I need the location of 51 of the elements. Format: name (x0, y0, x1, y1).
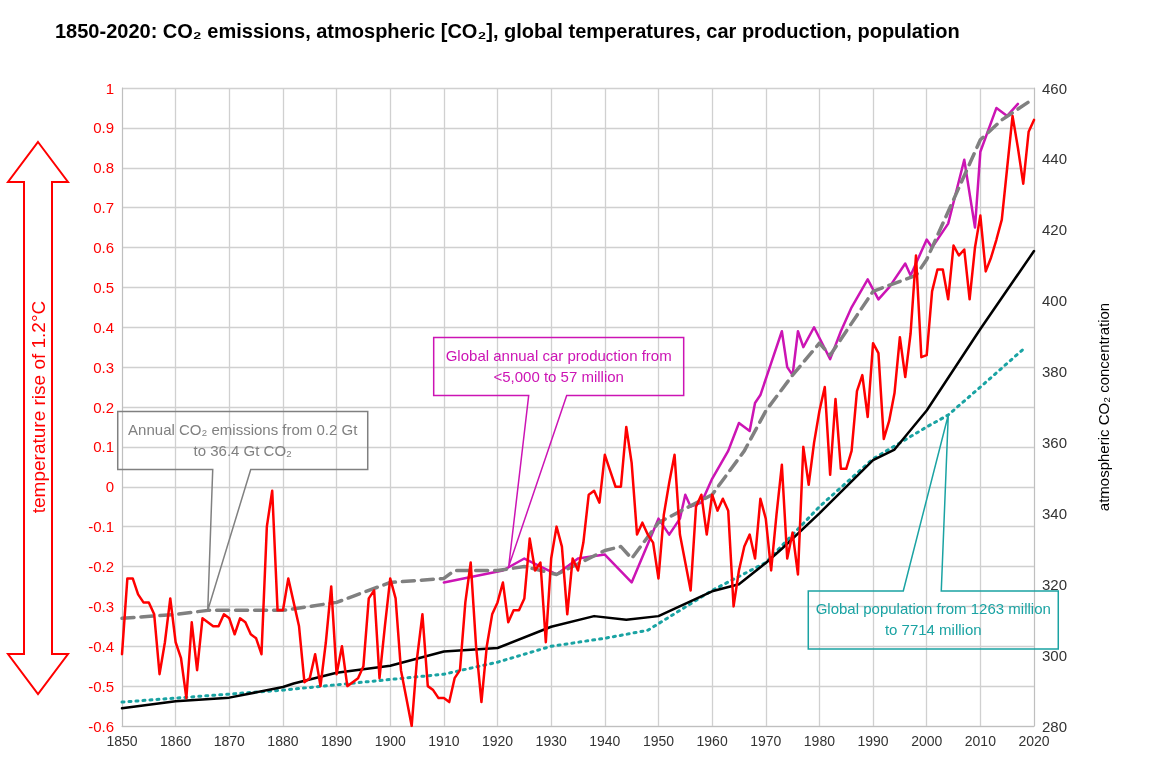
x-tick-label: 1860 (160, 733, 192, 749)
y-tick-label: 0.8 (93, 159, 114, 177)
y-tick-label: -0.5 (88, 677, 114, 695)
y2-tick-label: 300 (1042, 646, 1068, 664)
y-tick-label: 0.6 (93, 239, 114, 256)
x-tick-label: 1870 (213, 733, 246, 749)
y2-axis-title: atmospheric CO₂ concentration (1095, 302, 1112, 512)
x-tick-label: 1990 (857, 733, 889, 749)
y-tick-label: 0.3 (93, 358, 114, 376)
y2-tick-label: 340 (1042, 504, 1068, 522)
y2-tick-label: 360 (1042, 433, 1068, 451)
y-tick-label: 0.7 (93, 199, 114, 217)
annotation: Global annual car production from <5,000 to 57 million (444, 345, 673, 387)
x-tick-label: 1960 (696, 733, 728, 749)
y-tick-label: 0.4 (93, 318, 114, 336)
x-tick-label: 1900 (374, 733, 407, 749)
y-tick-label: -0.6 (88, 717, 114, 735)
y-tick-label: 0 (105, 478, 114, 496)
x-tick-label: 1880 (267, 733, 299, 749)
y2-tick-label: 420 (1042, 221, 1068, 239)
y-tick-label: 0.1 (93, 438, 114, 456)
chart-title: 1850-2020: CO₂ emissions, atmospheric [CO₂], global temperatures, car production, population (55, 20, 960, 42)
y2-tick-label: 440 (1042, 150, 1068, 168)
y2-tick-label: 400 (1042, 292, 1068, 310)
x-tick-label: 1970 (750, 733, 782, 749)
x-tick-label: 2010 (964, 733, 997, 749)
y-tick-label: -0.1 (88, 518, 114, 536)
y-tick-label: 0.9 (93, 119, 114, 137)
y-tick-label: -0.2 (88, 558, 114, 575)
x-tick-label: 1950 (642, 733, 675, 749)
y2-tick-label: 320 (1042, 575, 1068, 593)
y2-tick-label: 460 (1042, 79, 1068, 97)
x-tick-label: 1980 (803, 733, 836, 749)
x-tick-label: 1850 (106, 733, 138, 749)
x-tick-label: 1910 (428, 733, 460, 749)
y-tick-label: 0.5 (93, 278, 114, 296)
x-tick-label: 1940 (589, 733, 621, 749)
annotation: Global population from 1263 million to 7714 million (814, 598, 1052, 640)
annotation: Annual CO₂ emissions from 0.2 Gt to 36.4 Gt CO₂ (127, 419, 359, 461)
y-axis-title: temperature rise of 1.2°C (28, 300, 49, 514)
y-tick-label: -0.4 (88, 637, 114, 655)
x-tick-label: 1920 (481, 733, 514, 749)
y-tick-label: -0.3 (88, 597, 114, 615)
y-tick-label: 0.2 (93, 398, 114, 416)
x-tick-label: 2000 (911, 733, 943, 749)
x-tick-label: 1930 (535, 733, 567, 749)
y2-tick-label: 380 (1042, 363, 1068, 381)
x-tick-label: 2020 (1018, 733, 1050, 749)
y2-tick-label: 280 (1042, 717, 1068, 735)
y-tick-label: 1 (105, 79, 114, 97)
x-tick-label: 1890 (321, 733, 353, 749)
